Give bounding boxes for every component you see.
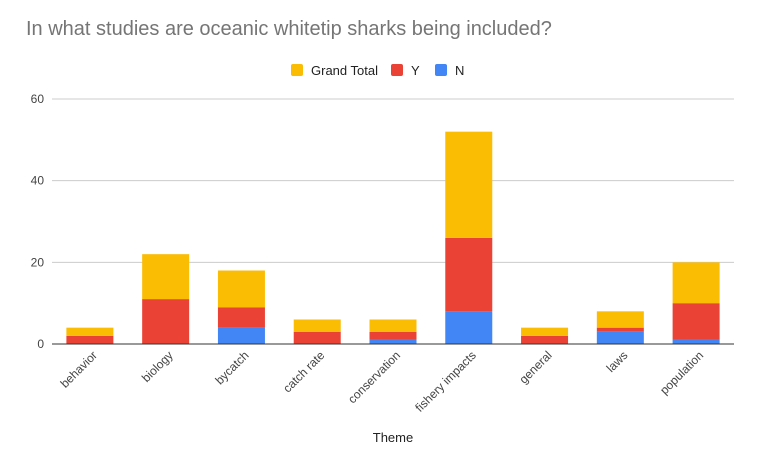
bar-segment[interactable] xyxy=(672,339,720,344)
bars xyxy=(66,131,720,344)
bar-segment[interactable] xyxy=(217,307,265,328)
bar-segment[interactable] xyxy=(293,319,341,332)
x-tick-label: conservation xyxy=(345,348,403,406)
bar-segment[interactable] xyxy=(66,327,114,336)
x-tick-label: catch rate xyxy=(280,348,327,395)
y-tick-label: 0 xyxy=(37,337,44,351)
legend-label-n: N xyxy=(455,62,465,78)
bar-segment[interactable] xyxy=(217,270,265,308)
legend-swatch-y xyxy=(391,64,403,76)
bar-segment[interactable] xyxy=(142,299,190,344)
bar-segment[interactable] xyxy=(445,237,493,312)
chart-title: In what studies are oceanic whitetip sha… xyxy=(26,18,552,40)
legend-label-y: Y xyxy=(411,62,420,78)
legend-swatch-grand-total xyxy=(291,64,303,76)
x-tick-label: biology xyxy=(139,348,176,385)
legend-item-n[interactable]: N xyxy=(435,61,464,79)
bar-segment[interactable] xyxy=(217,327,265,344)
x-tick-label: behavior xyxy=(58,348,100,390)
bar-segment[interactable] xyxy=(369,319,417,332)
bar-segment[interactable] xyxy=(521,335,569,344)
legend-item-y[interactable]: Y xyxy=(391,61,420,79)
bar-segment[interactable] xyxy=(672,303,720,340)
bar-segment[interactable] xyxy=(66,335,114,344)
bar-segment[interactable] xyxy=(369,331,417,340)
bar-segment[interactable] xyxy=(596,331,644,344)
chart-legend: Grand Total Y N xyxy=(0,61,757,79)
x-axis-title: Theme xyxy=(373,430,413,445)
legend-label-grand-total: Grand Total xyxy=(311,62,378,78)
bar-segment[interactable] xyxy=(445,131,493,238)
bar-segment[interactable] xyxy=(369,339,417,344)
y-tick-label: 40 xyxy=(31,174,45,188)
x-tick-label: laws xyxy=(604,348,631,375)
bar-segment[interactable] xyxy=(672,262,720,304)
bar-segment[interactable] xyxy=(596,311,644,328)
y-tick-label: 20 xyxy=(31,255,45,269)
gridlines xyxy=(52,98,734,263)
bar-segment[interactable] xyxy=(445,311,493,344)
y-tick-label: 60 xyxy=(31,92,45,106)
legend-swatch-n xyxy=(435,64,447,76)
x-tick-label: bycatch xyxy=(212,348,251,387)
bar-segment[interactable] xyxy=(521,327,569,336)
x-tick-label: population xyxy=(657,348,706,397)
y-axis-ticks: 0 20 40 60 xyxy=(31,92,45,351)
bar-segment[interactable] xyxy=(293,331,341,344)
x-tick-label: general xyxy=(516,348,554,386)
x-tick-label: fishery impacts xyxy=(412,348,478,414)
legend-item-grand-total[interactable]: Grand Total xyxy=(291,61,378,79)
bar-segment[interactable] xyxy=(142,254,190,300)
x-axis-ticks: behavior biology bycatch catch rate conserva… xyxy=(58,348,707,415)
bar-segment[interactable] xyxy=(596,327,644,332)
